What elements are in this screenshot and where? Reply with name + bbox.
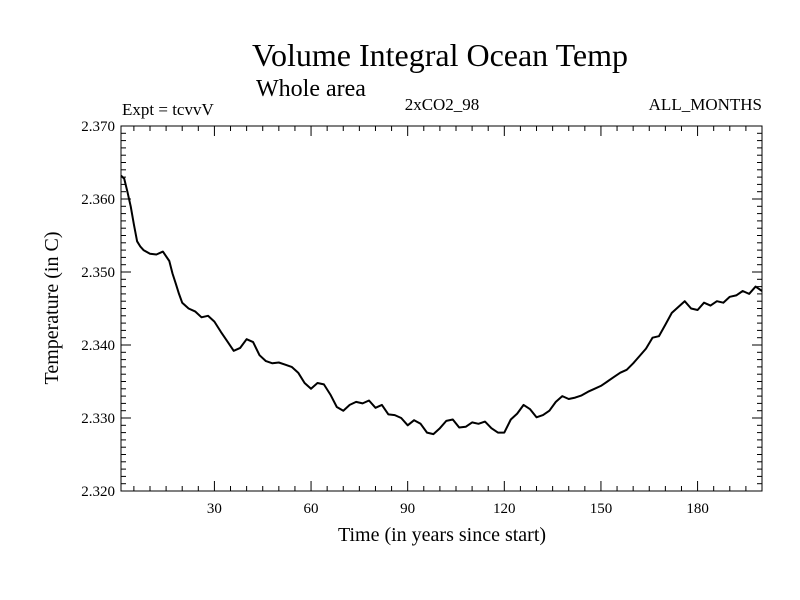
y-tick-label: 2.370 — [81, 119, 115, 135]
y-tick-label: 2.350 — [81, 265, 115, 281]
scenario-label: 2xCO2_98 — [405, 95, 480, 114]
x-tick-label: 180 — [686, 501, 709, 517]
x-axis-label: Time (in years since start) — [338, 524, 546, 546]
x-tick-label: 60 — [304, 501, 319, 517]
series-line — [120, 174, 763, 436]
x-tick-label: 120 — [493, 501, 516, 517]
months-label: ALL_MONTHS — [649, 95, 762, 114]
experiment-label: Expt = tcvvV — [122, 100, 214, 119]
chart-title: Volume Integral Ocean Temp — [252, 37, 628, 73]
tick-labels: 30 60 90 120 150 180 2.320 2.330 2.340 2.350 2.360… — [81, 119, 709, 517]
y-axis-label: Temperature (in C) — [41, 232, 63, 385]
chart-subtitle: Whole area — [256, 76, 366, 102]
plot-frame — [120, 125, 763, 492]
y-tick-label: 2.360 — [81, 192, 115, 208]
y-tick-label: 2.340 — [81, 338, 115, 354]
x-tick-label: 150 — [590, 501, 613, 517]
x-tick-label: 90 — [400, 501, 415, 517]
axis-ticks — [121, 125, 762, 492]
y-tick-label: 2.330 — [81, 411, 115, 427]
x-tick-label: 30 — [207, 501, 222, 517]
y-tick-label: 2.320 — [81, 484, 115, 500]
